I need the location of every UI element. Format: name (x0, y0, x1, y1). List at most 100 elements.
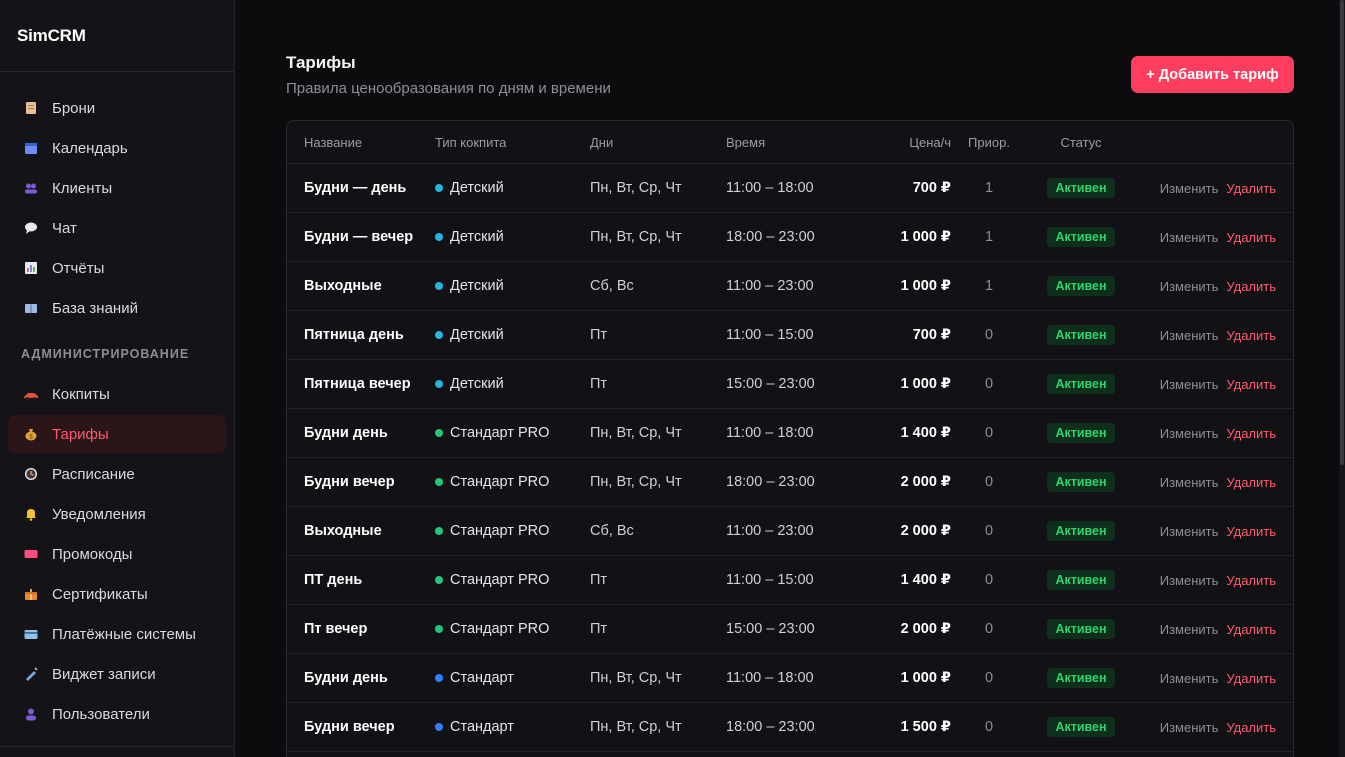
sidebar-item-label: Пользователи (52, 705, 150, 723)
sidebar-item-3[interactable]: Расписание (8, 455, 226, 493)
cockpit-type: Стандарт (435, 719, 590, 735)
sidebar-nav-admin: Кокпиты $ Тарифы Расписание Уведомления Промо… (0, 375, 234, 733)
tariff-name: Будни вечер (304, 474, 395, 490)
delete-button[interactable]: Удалить (1226, 425, 1276, 441)
tariff-name: Пт вечер (304, 621, 368, 637)
column-header-days[interactable]: Дни (590, 134, 614, 150)
edit-button[interactable]: Изменить (1159, 229, 1219, 245)
column-header-price[interactable]: Цена/ч (909, 134, 951, 150)
row-actions: Изменить Удалить (1141, 475, 1293, 490)
column-header-priority[interactable]: Приор. (968, 134, 1010, 150)
delete-button[interactable]: Удалить (1226, 523, 1276, 539)
tariff-days: Пн, Вт, Ср, Чт (590, 180, 682, 196)
sidebar-item-7[interactable]: Платёжные системы (8, 615, 226, 653)
status-badge: Активен (1047, 619, 1115, 639)
tariff-days: Пн, Вт, Ср, Чт (590, 474, 682, 490)
edit-button[interactable]: Изменить (1159, 670, 1219, 686)
syringe-icon (23, 666, 39, 682)
tariff-priority: 1 (984, 180, 994, 196)
table-row: Будни — день Детский Пн, Вт, Ср, Чт 11:00 –… (287, 164, 1293, 213)
column-header-type[interactable]: Тип кокпита (435, 134, 507, 150)
sidebar-item-6[interactable]: База знаний (8, 289, 226, 327)
tariff-days: Пн, Вт, Ср, Чт (590, 670, 682, 686)
sidebar-item-2-active[interactable]: $ Тарифы (8, 415, 226, 453)
status-badge: Активен (1047, 717, 1115, 737)
sidebar-item-1[interactable]: Брони (8, 89, 226, 127)
sidebar-divider (0, 746, 235, 747)
edit-button[interactable]: Изменить (1159, 572, 1219, 588)
edit-button[interactable]: Изменить (1159, 425, 1219, 441)
sidebar-item-6[interactable]: Сертификаты (8, 575, 226, 613)
column-header-name[interactable]: Название (304, 134, 363, 150)
edit-button[interactable]: Изменить (1159, 376, 1219, 392)
column-header-status[interactable]: Статус (1060, 134, 1102, 150)
main-content: Тарифы Правила ценообразования по дням и… (236, 0, 1336, 757)
tariff-time: 11:00 – 15:00 (726, 327, 814, 343)
delete-button[interactable]: Удалить (1226, 572, 1276, 588)
edit-button[interactable]: Изменить (1159, 523, 1219, 539)
ticket-icon (23, 546, 39, 562)
tariff-time: 18:00 – 23:00 (726, 229, 815, 245)
delete-button[interactable]: Удалить (1226, 719, 1276, 735)
sidebar-item-2[interactable]: Календарь (8, 129, 226, 167)
status-cell: Активен (1021, 276, 1141, 296)
page-title: Тарифы (286, 53, 356, 72)
row-actions: Изменить Удалить (1141, 524, 1293, 539)
delete-button[interactable]: Удалить (1226, 180, 1276, 196)
delete-button[interactable]: Удалить (1226, 327, 1276, 343)
tariff-time: 11:00 – 15:00 (726, 572, 814, 588)
tariff-price: 1 400 ₽ (900, 572, 951, 588)
type-dot-icon (435, 625, 443, 633)
sidebar-item-label: Клиенты (52, 179, 113, 197)
tariff-name: Будни день (304, 670, 388, 686)
edit-button[interactable]: Изменить (1159, 278, 1219, 294)
tariff-days: Сб, Вс (590, 278, 634, 294)
book-icon (23, 300, 39, 316)
user-icon (23, 706, 39, 722)
sidebar: SimCRM Брони Календарь Клиенты Чат Отчёты Баз… (0, 0, 235, 757)
table-body: Будни — день Детский Пн, Вт, Ср, Чт 11:00 –… (287, 164, 1293, 752)
sidebar-item-5[interactable]: Отчёты (8, 249, 226, 287)
sidebar-item-3[interactable]: Клиенты (8, 169, 226, 207)
delete-button[interactable]: Удалить (1226, 376, 1276, 392)
cockpit-type: Стандарт PRO (435, 425, 590, 441)
edit-button[interactable]: Изменить (1159, 719, 1219, 735)
edit-button[interactable]: Изменить (1159, 621, 1219, 637)
sidebar-item-5[interactable]: Промокоды (8, 535, 226, 573)
edit-button[interactable]: Изменить (1159, 180, 1219, 196)
sidebar-item-label: Брони (52, 99, 96, 117)
sidebar-item-label: Календарь (52, 139, 128, 157)
table-row: Выходные Стандарт PRO Сб, Вс 11:00 – 23:00 2… (287, 507, 1293, 556)
cockpit-type-label: Стандарт PRO (450, 621, 550, 637)
cockpit-type: Детский (435, 180, 590, 196)
status-badge: Активен (1047, 521, 1115, 541)
status-badge: Активен (1047, 178, 1115, 198)
delete-button[interactable]: Удалить (1226, 621, 1276, 637)
cockpit-type-label: Стандарт PRO (450, 572, 550, 588)
delete-button[interactable]: Удалить (1226, 474, 1276, 490)
table-header: Название Тип кокпита Дни Время Цена/ч Пр… (287, 121, 1293, 164)
row-actions: Изменить Удалить (1141, 279, 1293, 294)
sidebar-item-8[interactable]: Виджет записи (8, 655, 226, 693)
tariff-price: 1 000 ₽ (900, 376, 951, 392)
delete-button[interactable]: Удалить (1226, 278, 1276, 294)
delete-button[interactable]: Удалить (1226, 229, 1276, 245)
scrollbar-thumb[interactable] (1340, 0, 1344, 465)
status-badge: Активен (1047, 276, 1115, 296)
clipboard-icon (23, 100, 39, 116)
type-dot-icon (435, 723, 443, 731)
sidebar-item-4[interactable]: Чат (8, 209, 226, 247)
edit-button[interactable]: Изменить (1159, 327, 1219, 343)
edit-button[interactable]: Изменить (1159, 474, 1219, 490)
sidebar-item-1[interactable]: Кокпиты (8, 375, 226, 413)
sidebar-item-4[interactable]: Уведомления (8, 495, 226, 533)
sidebar-item-label: Сертификаты (52, 585, 148, 603)
svg-text:$: $ (29, 435, 33, 441)
brand-logo[interactable]: SimCRM (0, 0, 234, 72)
add-tariff-button[interactable]: + Добавить тариф (1131, 56, 1294, 93)
status-cell: Активен (1021, 374, 1141, 394)
tariff-days: Пн, Вт, Ср, Чт (590, 719, 682, 735)
delete-button[interactable]: Удалить (1226, 670, 1276, 686)
sidebar-item-9[interactable]: Пользователи (8, 695, 226, 733)
column-header-time[interactable]: Время (726, 134, 766, 150)
